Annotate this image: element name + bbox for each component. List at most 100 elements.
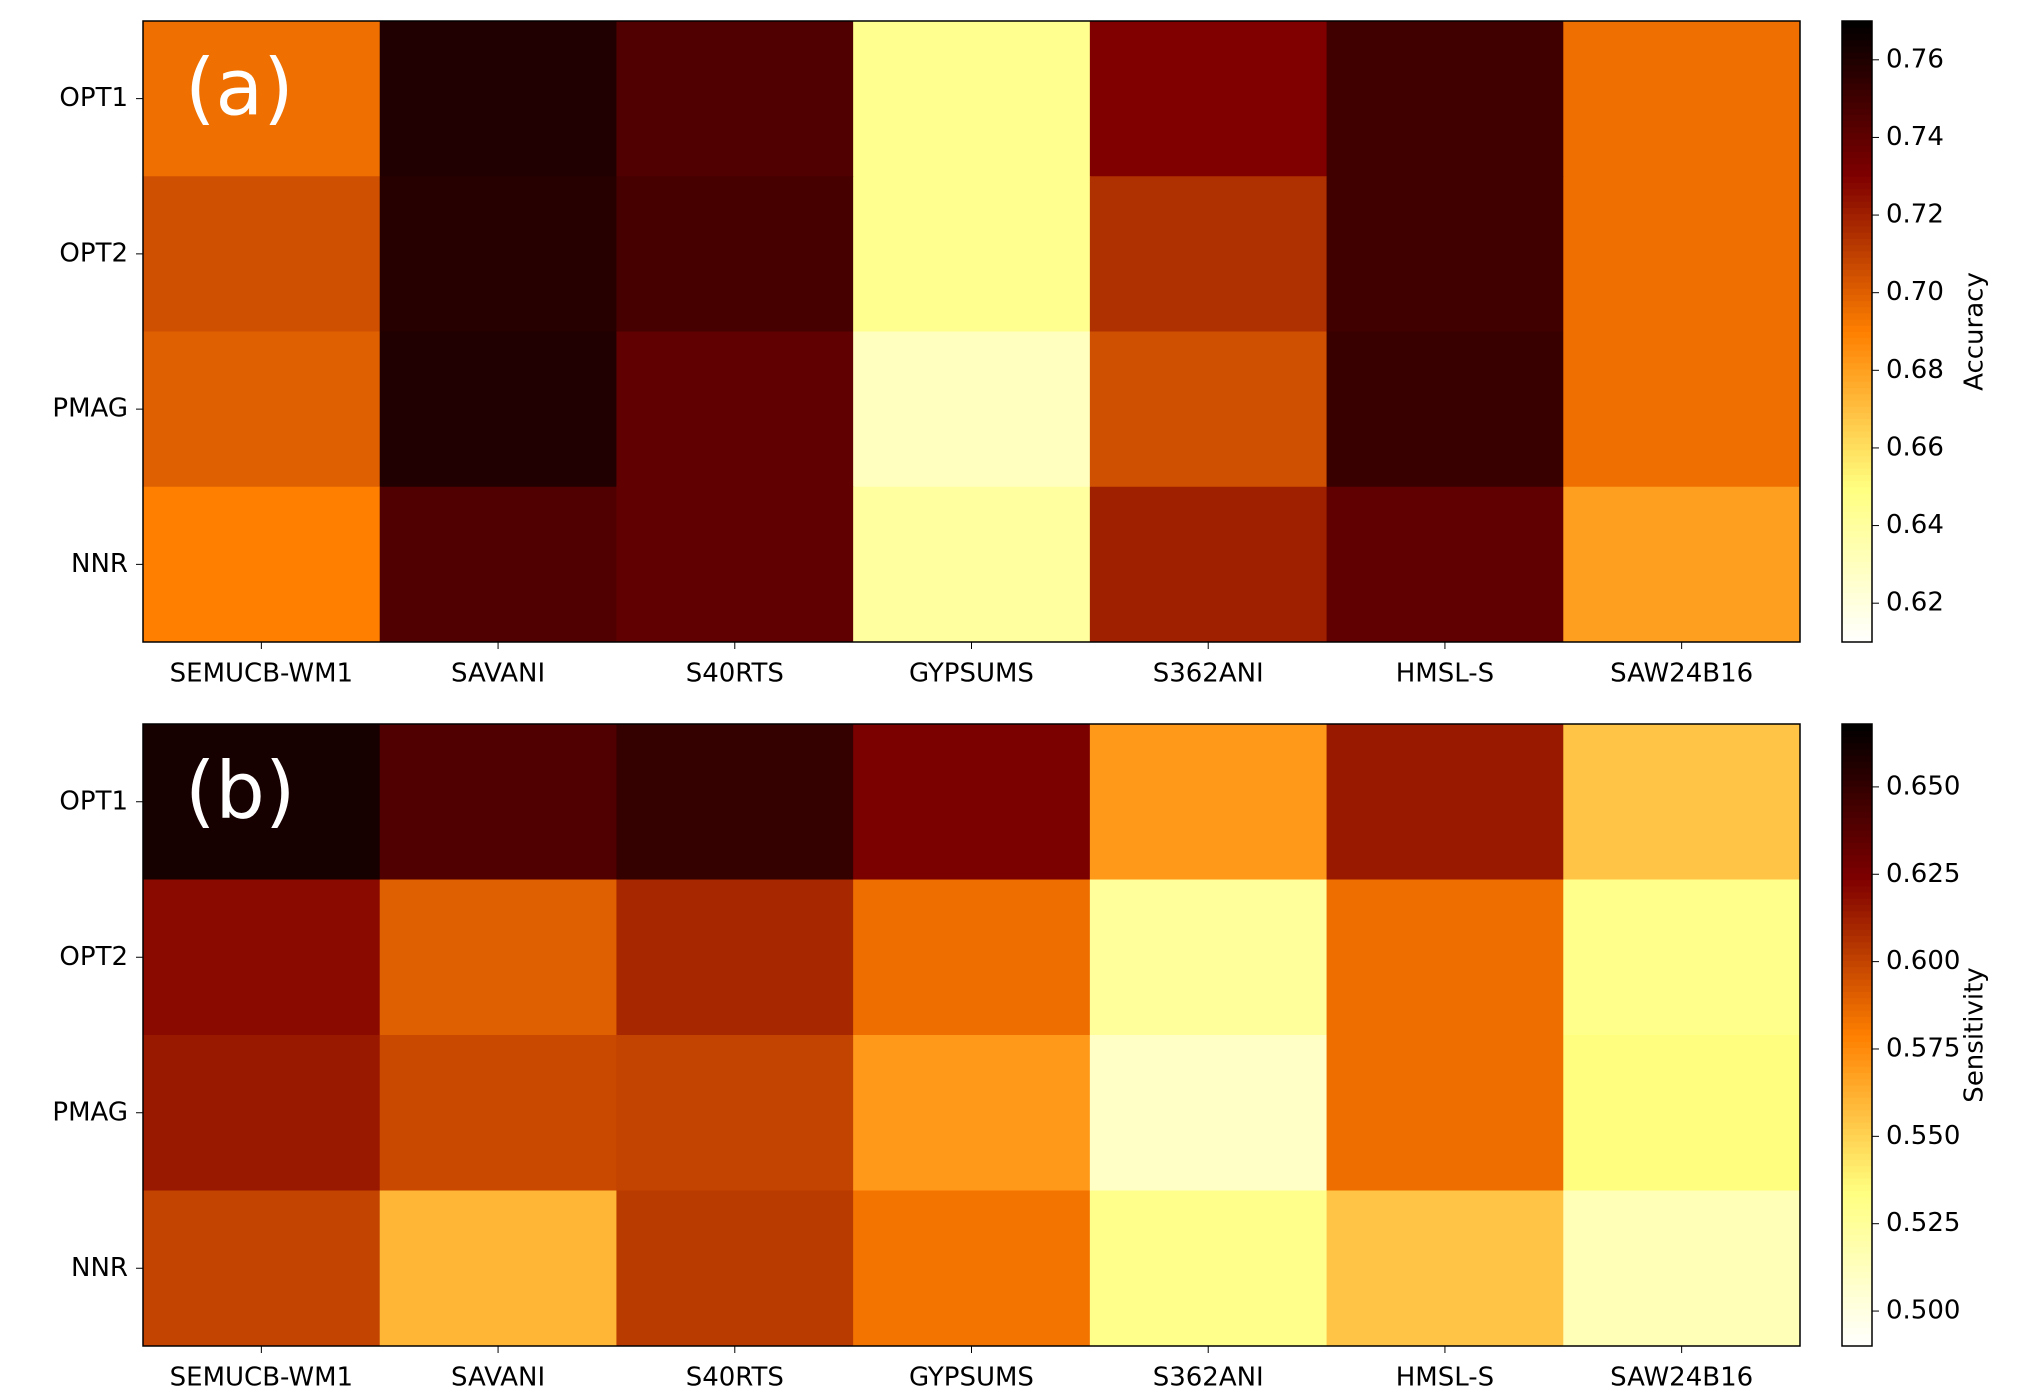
colorbar-step (1842, 779, 1872, 787)
colorbar-step (1842, 1003, 1872, 1011)
heatmap-cell (616, 1190, 854, 1347)
colorbar-tick-label: 0.575 (1886, 1033, 1960, 1063)
colorbar-step (1842, 89, 1872, 97)
x-tick-label: SAW24B16 (1610, 659, 1753, 689)
y-tick-label: NNR (71, 549, 128, 579)
colorbar-step (1842, 829, 1872, 837)
colorbar-step (1842, 207, 1872, 215)
x-tick-label: SAVANI (451, 1363, 545, 1393)
colorbar-step (1842, 1314, 1872, 1322)
colorbar-step (1842, 406, 1872, 413)
colorbar-step (1842, 58, 1872, 66)
colorbar-tick-label: 0.500 (1886, 1296, 1960, 1326)
colorbar-step (1842, 1308, 1872, 1316)
colorbar-step (1842, 524, 1872, 531)
colorbar-step (1842, 860, 1872, 868)
colorbar-step (1842, 455, 1872, 463)
colorbar-step (1842, 1221, 1872, 1229)
colorbar-step (1842, 480, 1872, 488)
colorbar-step (1842, 499, 1872, 506)
colorbar-step (1842, 219, 1872, 227)
colorbar-step (1842, 730, 1872, 738)
colorbar-step (1842, 854, 1872, 862)
colorbar-step (1842, 374, 1872, 382)
colorbar-tick-label: 0.62 (1886, 588, 1944, 618)
colorbar-step (1842, 492, 1872, 500)
colorbar-step (1842, 1234, 1872, 1241)
colorbar-label: Sensitivity (1960, 967, 1990, 1102)
heatmap-cell (1089, 1035, 1328, 1191)
colorbar-step (1842, 213, 1872, 221)
heatmap-cell (1326, 1035, 1564, 1191)
colorbar-tick-label: 0.625 (1886, 859, 1960, 889)
colorbar-step (1842, 1202, 1872, 1210)
colorbar-step (1842, 163, 1872, 171)
colorbar-step (1842, 337, 1872, 345)
colorbar-step (1842, 1078, 1872, 1086)
colorbar-step (1842, 1271, 1872, 1279)
heatmap-cell (379, 1035, 617, 1191)
x-tick-label: SAW24B16 (1610, 1363, 1753, 1393)
heatmap-cell (379, 21, 617, 177)
colorbar-step (1842, 873, 1872, 881)
colorbar-step (1842, 443, 1872, 451)
colorbar-step (1842, 561, 1872, 569)
colorbar-step (1842, 767, 1872, 775)
colorbar-step (1842, 592, 1872, 600)
colorbar-step (1842, 126, 1872, 134)
colorbar-step (1842, 52, 1872, 59)
colorbar-step (1842, 898, 1872, 905)
colorbar-frame (1841, 20, 1873, 643)
colorbar-step (1842, 947, 1872, 955)
heatmap-cell (616, 724, 854, 880)
heatmap-cell (1089, 331, 1328, 488)
colorbar-step (1842, 536, 1872, 544)
colorbar-step (1842, 604, 1872, 612)
heatmap-cell (1563, 486, 1801, 643)
colorbar-step (1842, 474, 1872, 482)
colorbar-step (1842, 275, 1872, 283)
colorbar-step (1842, 418, 1872, 426)
colorbar-step (1842, 250, 1872, 258)
colorbar-step (1842, 312, 1872, 320)
colorbar-step (1842, 263, 1872, 270)
heatmap-cell (1089, 21, 1328, 177)
colorbar-step (1842, 244, 1872, 252)
heatmap-cell (143, 331, 381, 488)
heatmap-cell (1326, 486, 1564, 643)
colorbar-step (1842, 70, 1872, 78)
colorbar-step (1842, 350, 1872, 357)
colorbar-step (1842, 954, 1872, 961)
colorbar-step (1842, 761, 1872, 769)
heatmap-cell (616, 21, 854, 177)
colorbar-step (1842, 1122, 1872, 1129)
colorbar-step (1842, 972, 1872, 980)
colorbar-step (1842, 1339, 1872, 1347)
colorbar-step (1842, 941, 1872, 949)
colorbar-step (1842, 107, 1872, 115)
colorbar-step (1842, 300, 1872, 308)
heatmap-cell (616, 331, 854, 488)
heatmap-cell (379, 486, 617, 643)
colorbar-step (1842, 586, 1872, 593)
colorbar-step (1842, 1084, 1872, 1092)
colorbar-step (1842, 399, 1872, 407)
colorbar-step (1842, 935, 1872, 943)
heatmap-cell (616, 176, 854, 332)
y-tick-label: NNR (71, 1253, 128, 1283)
heatmap-cell (1563, 176, 1801, 332)
colorbar-step (1842, 823, 1872, 831)
heatmap-cell (1326, 176, 1564, 332)
colorbar-step (1842, 1140, 1872, 1148)
colorbar-step (1842, 511, 1872, 519)
colorbar-step (1842, 1302, 1872, 1310)
colorbar-step (1842, 916, 1872, 924)
heatmap-cell (379, 176, 617, 332)
heatmap-cell (1326, 21, 1564, 177)
colorbar-step (1842, 238, 1872, 246)
heatmap-cell (1089, 176, 1328, 332)
colorbar-step (1842, 412, 1872, 420)
colorbar-step (1842, 1184, 1872, 1192)
colorbar-step (1842, 33, 1872, 41)
x-tick-label: S362ANI (1153, 1363, 1264, 1393)
